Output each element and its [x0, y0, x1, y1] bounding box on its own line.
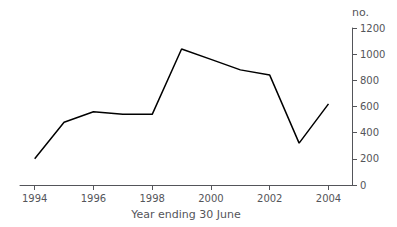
svg-text:0: 0 [360, 180, 366, 191]
svg-text:1994: 1994 [22, 193, 47, 204]
svg-text:2002: 2002 [257, 193, 282, 204]
svg-text:no.: no. [352, 6, 369, 19]
svg-text:600: 600 [360, 101, 379, 112]
svg-text:1200: 1200 [360, 23, 385, 34]
svg-text:200: 200 [360, 153, 379, 164]
svg-text:2000: 2000 [198, 193, 223, 204]
svg-text:1000: 1000 [360, 49, 385, 60]
svg-text:1996: 1996 [81, 193, 106, 204]
svg-text:Year ending 30 June: Year ending 30 June [130, 208, 241, 221]
svg-text:2004: 2004 [316, 193, 341, 204]
svg-text:800: 800 [360, 75, 379, 86]
svg-text:1998: 1998 [139, 193, 164, 204]
svg-text:400: 400 [360, 127, 379, 138]
